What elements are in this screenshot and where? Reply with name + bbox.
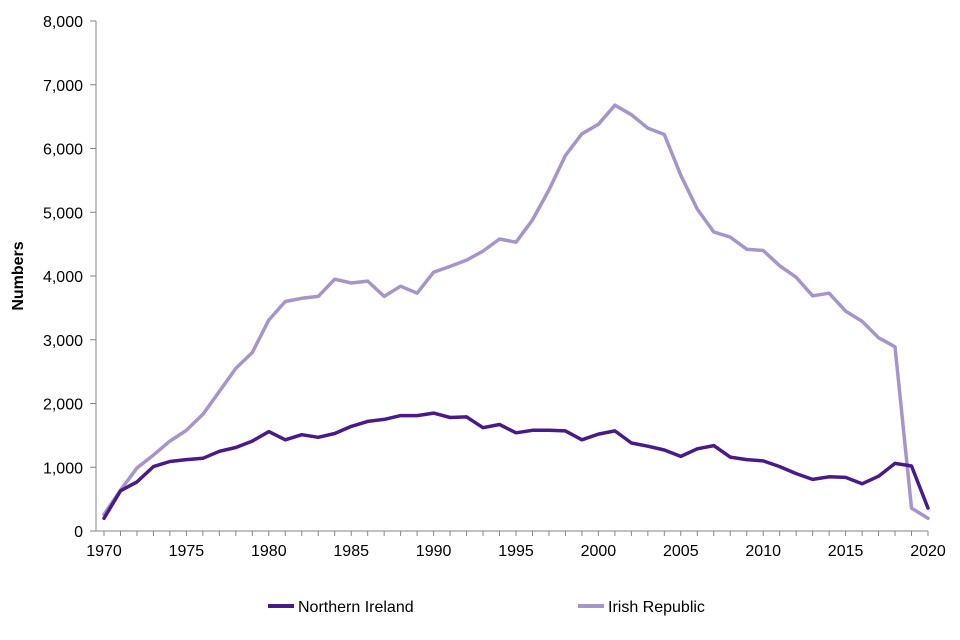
y-tick-label: 3,000 — [43, 333, 83, 350]
legend: Northern Ireland Irish Republic — [268, 599, 705, 616]
x-axis-ticks: 1970 1975 1980 1985 1990 1995 2000 2005 2010 2015… — [86, 531, 946, 560]
y-axis-ticks: 0 1,000 2,000 3,000 4,000 5,000 6,000 7,000 8,00… — [43, 14, 96, 541]
x-tick-label: 2020 — [910, 543, 946, 560]
series-line-irish-republic — [102, 103, 930, 521]
y-tick-label: 8,000 — [43, 14, 83, 31]
x-tick-label: 1995 — [498, 543, 534, 560]
x-tick-label: 1990 — [416, 543, 452, 560]
y-tick-label: 6,000 — [43, 142, 83, 159]
legend-label: Irish Republic — [608, 599, 705, 616]
y-tick-label: 1,000 — [43, 460, 83, 477]
x-tick-label: 2015 — [828, 543, 864, 560]
plot-area: 0 1,000 2,000 3,000 4,000 5,000 6,000 7,000 8,00… — [43, 14, 946, 560]
series-line-northern-ireland — [102, 411, 930, 521]
series-lines — [102, 103, 930, 521]
x-tick-label: 2000 — [581, 543, 617, 560]
x-tick-label: 2005 — [663, 543, 699, 560]
legend-label: Northern Ireland — [298, 599, 414, 616]
x-tick-label: 1985 — [333, 543, 369, 560]
x-tick-label: 1975 — [169, 543, 205, 560]
y-tick-label: 4,000 — [43, 269, 83, 286]
y-tick-label: 7,000 — [43, 78, 83, 95]
y-axis-title: Numbers — [10, 241, 27, 310]
y-tick-label: 5,000 — [43, 205, 83, 222]
y-tick-label: 0 — [74, 524, 83, 541]
x-tick-label: 2010 — [745, 543, 781, 560]
x-tick-label: 1970 — [86, 543, 122, 560]
x-tick-label: 1980 — [251, 543, 287, 560]
y-tick-label: 2,000 — [43, 397, 83, 414]
